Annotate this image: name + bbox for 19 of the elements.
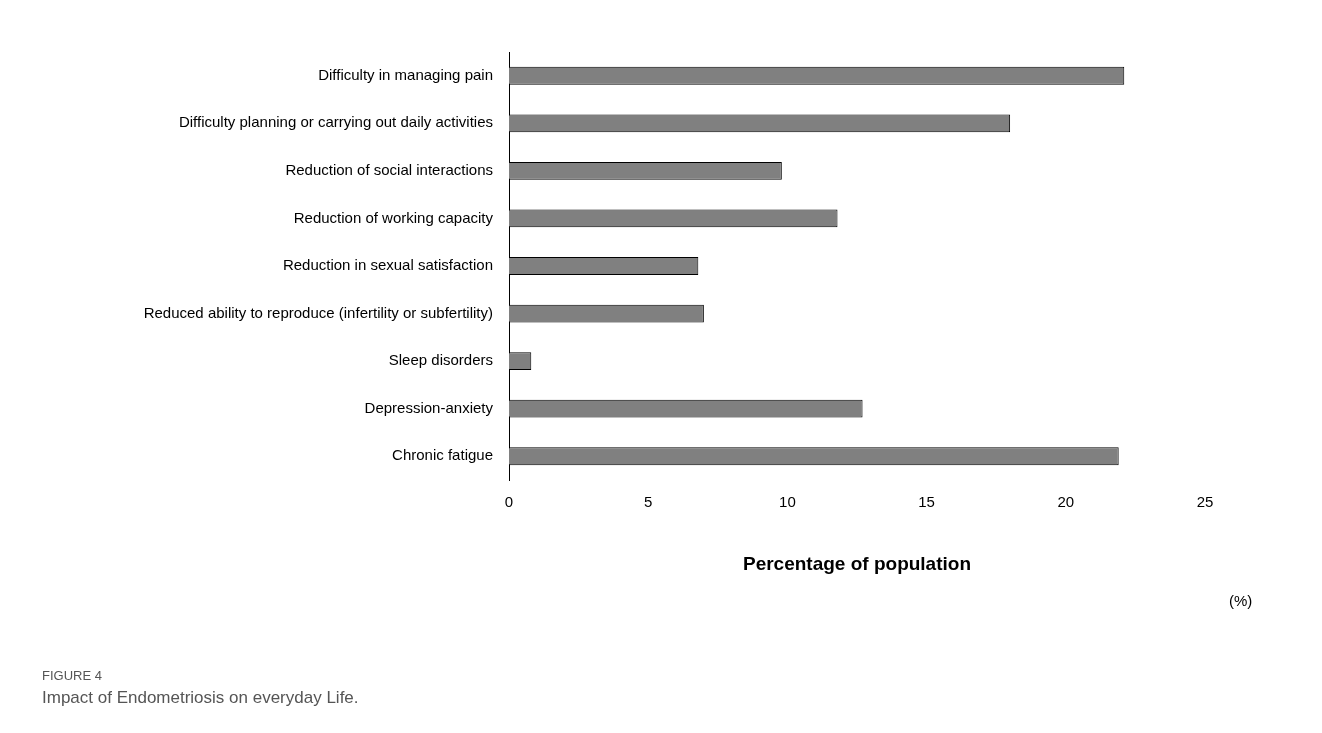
x-tick-label: 0	[504, 493, 514, 511]
y-tick-label: Difficulty planning or carrying out daily activities	[178, 113, 493, 131]
y-tick-label: Difficulty in managing pain	[318, 65, 493, 83]
y-tick-label: Reduction in sexual satisfaction	[282, 256, 493, 274]
y-tick-label: Reduction of working capacity	[293, 208, 494, 226]
text: Impact of Endometriosis on everyday Life.	[42, 688, 359, 708]
x-tick-label: 10	[779, 493, 796, 511]
y-tick-label: Depression-anxiety	[364, 398, 494, 416]
y-tick-label: Sleep disorders	[388, 351, 493, 369]
y-tick-label: Reduced ability to reproduce (infertility or subfertility)	[143, 303, 493, 321]
x-tick-label: 15	[918, 493, 935, 511]
x-tick-label: 5	[644, 493, 653, 511]
x-tick-label: 20	[1057, 493, 1075, 511]
y-tick-label: Reduction of social interactions	[285, 161, 493, 179]
caption: FIGURE 4	[42, 668, 102, 683]
y-tick-label: Chronic fatigue	[392, 446, 493, 464]
text: (%)	[1229, 592, 1253, 609]
x-tick-label: 25	[1196, 493, 1214, 511]
x-axis-title: Percentage of population	[742, 552, 972, 574]
